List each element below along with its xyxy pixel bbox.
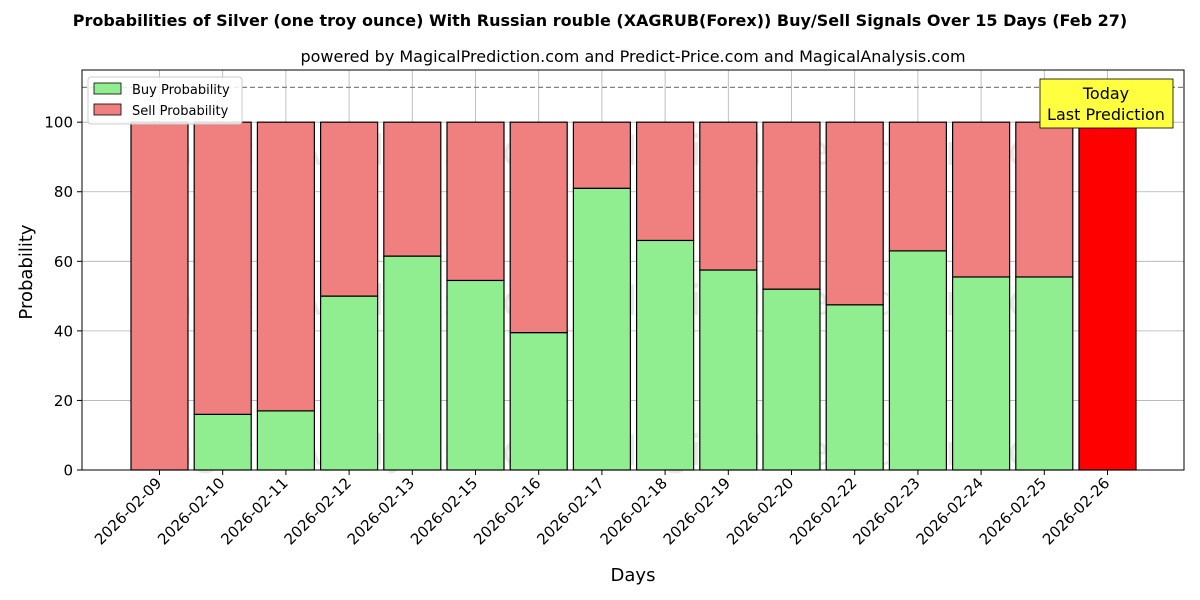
buy-bar [256, 410, 315, 471]
legend-label-buy: Buy Probability [132, 83, 230, 98]
y-axis-label: Probability [16, 224, 37, 319]
y-tick-label: 20 [54, 392, 73, 410]
y-tick-label: 0 [63, 462, 73, 480]
buy-bar [888, 250, 948, 471]
buy-bar [1015, 276, 1074, 471]
sell-bar [572, 121, 632, 189]
sell-bar [509, 121, 568, 334]
buy-bar [383, 255, 442, 471]
buy-bar [446, 279, 505, 471]
legend-swatch-buy [93, 82, 122, 95]
sell-bar [762, 121, 821, 290]
sell-bar [193, 121, 252, 415]
buy-bar [572, 187, 632, 471]
today-annotation: Today Last Prediction [1039, 78, 1174, 129]
sell-bar [1078, 121, 1137, 471]
plot-frame [81, 69, 1185, 471]
sell-bar [130, 121, 189, 471]
bars [130, 121, 1137, 471]
legend-swatch-sell [93, 103, 122, 116]
chart-subtitle: powered by MagicalPrediction.com and Pre… [300, 47, 965, 66]
sell-bar [635, 121, 695, 242]
sell-bar [699, 121, 758, 271]
legend: Buy Probability Sell Probability [87, 76, 243, 125]
today-annotation-line1: Today [1082, 84, 1129, 103]
y-tick-label: 60 [54, 253, 73, 271]
buy-bar [951, 276, 1011, 471]
y-tick-label: 80 [54, 183, 73, 201]
buy-bar [635, 239, 695, 471]
today-annotation-box [1039, 78, 1174, 129]
sell-bar [383, 121, 442, 257]
today-annotation-line2: Last Prediction [1047, 105, 1165, 124]
buy-bar [193, 413, 252, 471]
sell-bar [951, 121, 1011, 278]
sell-bar [256, 121, 315, 412]
sell-bar [888, 121, 948, 252]
legend-frame [87, 76, 243, 125]
sell-bar [446, 121, 505, 282]
legend-label-sell: Sell Probability [132, 104, 229, 119]
x-axis-label: Days [611, 565, 656, 586]
sell-bar [320, 121, 379, 297]
buy-bar [762, 288, 821, 471]
buy-bar [825, 304, 884, 471]
y-tick-label: 40 [54, 322, 73, 340]
sell-bar [1015, 121, 1074, 278]
y-tick-label: 100 [44, 114, 73, 132]
buy-bar [699, 269, 758, 471]
chart-title: Probabilities of Silver (one troy ounce)… [73, 11, 1127, 30]
buy-bar [320, 295, 379, 471]
buy-bar [509, 332, 568, 471]
sell-bar [825, 121, 884, 306]
